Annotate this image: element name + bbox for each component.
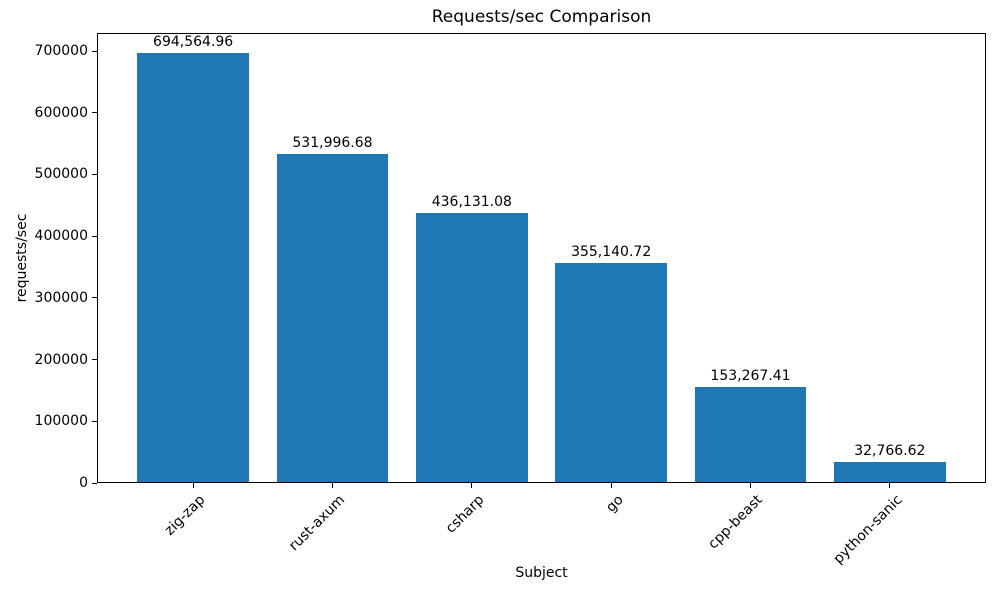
bar-value-label: 355,140.72: [571, 243, 652, 260]
y-tick-mark: [92, 112, 97, 114]
x-tick-label: python-sanic: [829, 492, 906, 568]
y-tick-mark: [92, 50, 97, 52]
y-tick-label: 500000: [34, 166, 88, 183]
x-tick-label: rust-axum: [285, 492, 348, 555]
bar: [416, 212, 528, 482]
chart-title: Requests/sec Comparison: [431, 7, 652, 27]
y-tick-label: 400000: [34, 228, 88, 245]
x-tick-label: zig-zap: [161, 492, 209, 539]
x-tick-label: cpp-beast: [705, 492, 766, 553]
y-tick-mark: [92, 173, 97, 175]
y-tick-mark: [92, 420, 97, 422]
bar: [694, 387, 807, 482]
y-tick-mark: [92, 359, 97, 361]
x-tick-label: go: [602, 492, 627, 516]
y-tick-mark: [92, 482, 97, 484]
y-tick-label: 100000: [34, 413, 88, 430]
x-tick-mark: [889, 483, 891, 488]
x-tick-mark: [750, 483, 751, 488]
bar: [834, 461, 946, 482]
y-tick-label: 700000: [34, 43, 88, 60]
bar: [276, 153, 389, 482]
y-tick-mark: [92, 297, 97, 299]
x-axis-label: Subject: [515, 565, 568, 581]
bar-value-label: 436,131.08: [431, 193, 512, 210]
bar: [137, 53, 249, 482]
y-tick-label: 300000: [34, 289, 88, 306]
bar-value-label: 531,996.68: [292, 134, 373, 151]
bar-value-label: 153,267.41: [710, 368, 791, 385]
y-tick-label: 0: [79, 475, 88, 491]
x-tick-mark: [610, 483, 612, 488]
y-tick-label: 600000: [34, 104, 88, 121]
y-tick-mark: [92, 235, 97, 237]
x-tick-mark: [192, 483, 194, 488]
bar: [555, 262, 667, 482]
bar-value-label: 32,766.62: [854, 442, 926, 459]
x-tick-mark: [331, 483, 333, 488]
bar-value-label: 694,564.96: [153, 34, 234, 51]
x-tick-label: csharp: [442, 492, 488, 537]
y-tick-label: 200000: [34, 351, 88, 368]
x-tick-mark: [471, 483, 473, 488]
plot-area: [97, 33, 986, 483]
